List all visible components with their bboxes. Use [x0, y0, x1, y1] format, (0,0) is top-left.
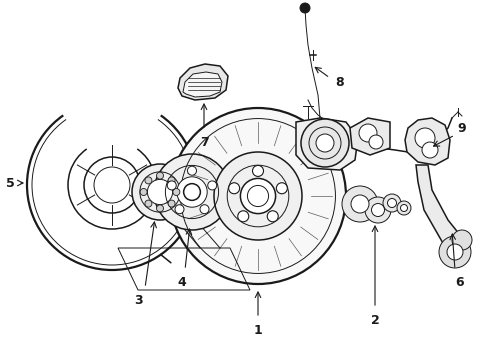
Text: 2: 2 [370, 314, 379, 327]
Circle shape [154, 154, 230, 230]
Circle shape [200, 205, 209, 214]
Circle shape [447, 244, 463, 260]
Polygon shape [183, 72, 222, 97]
Circle shape [301, 119, 349, 167]
Text: 5: 5 [5, 176, 14, 189]
Circle shape [241, 179, 275, 213]
Circle shape [452, 230, 472, 250]
Circle shape [145, 200, 152, 207]
Text: 7: 7 [199, 135, 208, 149]
Circle shape [351, 195, 369, 213]
Circle shape [156, 205, 164, 212]
Circle shape [359, 124, 377, 142]
Polygon shape [350, 118, 390, 155]
Circle shape [175, 205, 184, 214]
Circle shape [167, 181, 176, 190]
Circle shape [214, 152, 302, 240]
Text: 9: 9 [458, 122, 466, 135]
Circle shape [208, 181, 217, 190]
Circle shape [168, 200, 175, 207]
Circle shape [415, 128, 435, 148]
Circle shape [238, 211, 249, 222]
Circle shape [267, 211, 278, 222]
Polygon shape [178, 64, 228, 100]
Circle shape [252, 166, 264, 176]
Circle shape [422, 142, 438, 158]
Polygon shape [416, 165, 465, 258]
Circle shape [342, 186, 378, 222]
Text: 6: 6 [456, 275, 465, 288]
Text: 4: 4 [178, 275, 186, 288]
Circle shape [276, 183, 287, 194]
Circle shape [147, 179, 172, 204]
Circle shape [316, 134, 334, 152]
Circle shape [173, 189, 180, 195]
Circle shape [188, 166, 196, 175]
Circle shape [229, 183, 240, 194]
Text: 3: 3 [134, 293, 142, 306]
Circle shape [145, 177, 152, 184]
Polygon shape [405, 118, 450, 165]
Circle shape [383, 194, 401, 212]
Circle shape [177, 177, 207, 207]
Circle shape [397, 201, 411, 215]
Circle shape [168, 177, 175, 184]
Circle shape [388, 198, 396, 207]
Circle shape [140, 189, 147, 195]
Circle shape [156, 172, 164, 179]
Circle shape [132, 164, 188, 220]
Circle shape [300, 3, 310, 13]
Text: 8: 8 [336, 76, 344, 89]
Circle shape [371, 203, 385, 216]
Circle shape [170, 108, 346, 284]
Text: 1: 1 [254, 324, 262, 337]
Circle shape [400, 204, 408, 212]
Circle shape [439, 236, 471, 268]
Polygon shape [296, 118, 358, 170]
Circle shape [369, 135, 383, 149]
Circle shape [365, 197, 391, 223]
